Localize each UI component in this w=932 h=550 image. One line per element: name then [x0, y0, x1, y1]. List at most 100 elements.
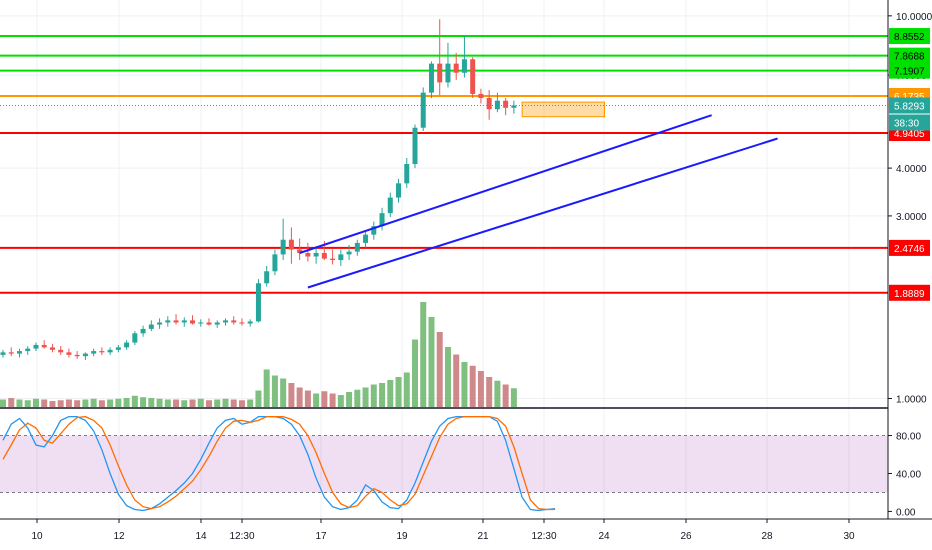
- trend-line[interactable]: [299, 114, 712, 254]
- time-tick-label: 17: [315, 531, 327, 542]
- candle-body: [49, 347, 55, 350]
- support-zone-box[interactable]: [521, 101, 606, 118]
- candle-body: [486, 97, 492, 110]
- current-price-label-bg: [889, 97, 930, 114]
- candle-body: [412, 127, 418, 165]
- candle-body: [181, 320, 187, 323]
- volume-bar: [107, 399, 114, 407]
- volume-bar: [420, 302, 427, 407]
- level-price-label-bg: [889, 284, 930, 301]
- candle-body: [494, 100, 500, 110]
- candle-body: [16, 351, 22, 354]
- trend-line[interactable]: [307, 137, 778, 289]
- volume-bar: [156, 398, 163, 407]
- candle-body: [470, 59, 476, 94]
- candle-body: [461, 59, 467, 73]
- candle-body: [41, 344, 47, 348]
- price-axis-background: [888, 0, 932, 550]
- time-tick-label: 12:30: [229, 531, 254, 542]
- volume-bar: [131, 395, 138, 407]
- volume-bar: [164, 399, 171, 407]
- volume-bar: [24, 400, 31, 407]
- time-tick-label: 26: [680, 531, 692, 542]
- time-tick-label: 19: [396, 531, 408, 542]
- volume-bar: [387, 380, 394, 407]
- level-price-label-bg: [889, 47, 930, 64]
- candle-body: [165, 320, 171, 323]
- price-tick-label: 10.0000: [896, 12, 932, 23]
- candle-body: [396, 183, 402, 198]
- time-tick-label: 12: [113, 531, 125, 542]
- volume-bar: [329, 393, 336, 407]
- oscillator-tick-label: 40.00: [896, 469, 921, 480]
- candle-body: [25, 348, 31, 352]
- volume-bar: [403, 372, 410, 407]
- volume-bar: [288, 383, 295, 407]
- candle-body: [379, 213, 385, 227]
- level-price-label: 7.1907: [894, 67, 925, 78]
- volume-bar: [354, 389, 361, 407]
- price-tick-label: 4.0000: [896, 164, 927, 175]
- panel-borders: [0, 0, 932, 520]
- level-price-label-bg: [889, 239, 930, 256]
- volume-bar: [247, 399, 254, 407]
- candle-body: [206, 322, 212, 325]
- volume-bar: [395, 377, 402, 407]
- trend-lines[interactable]: [299, 114, 778, 289]
- horizontal-levels[interactable]: [0, 35, 888, 294]
- volume-bar: [90, 398, 97, 407]
- candle-body: [239, 322, 245, 324]
- volume-bar: [181, 400, 188, 407]
- volume-bar: [0, 399, 6, 407]
- volume-bar: [362, 387, 369, 407]
- candlesticks: [0, 19, 517, 361]
- candle-body: [255, 283, 261, 322]
- stochastic-band: [0, 435, 888, 493]
- candle-body: [82, 353, 88, 357]
- volume-bar: [436, 332, 443, 407]
- candle-body: [173, 320, 179, 323]
- candle-body: [264, 271, 270, 284]
- volume-bars: [0, 302, 517, 407]
- candle-body: [363, 234, 369, 243]
- candle-body: [58, 349, 64, 353]
- time-tick-label: 30: [843, 531, 855, 542]
- candle-body: [74, 354, 80, 357]
- time-axis[interactable]: 10 12 14 12:30 17 19 21 12:30 24 26 28 30: [31, 519, 855, 542]
- candle-body: [354, 242, 360, 252]
- time-tick-label: 21: [477, 531, 489, 542]
- candle-body: [66, 352, 72, 355]
- volume-bar: [49, 401, 56, 407]
- stochastic-panel: [0, 415, 888, 512]
- volume-bar: [140, 397, 147, 407]
- price-tick-label: 1.0000: [896, 394, 927, 405]
- price-axis[interactable]: 10.00007.00004.00003.00001.000080.0040.0…: [888, 0, 932, 550]
- candle-body: [33, 344, 39, 349]
- candle-body: [437, 63, 443, 83]
- level-price-label: 2.4746: [894, 244, 925, 255]
- volume-bar: [304, 390, 311, 407]
- candle-body: [445, 63, 451, 83]
- candle-body: [321, 252, 327, 259]
- level-price-label: 7.8688: [894, 52, 925, 63]
- candle-body: [297, 249, 303, 253]
- candle-body: [420, 92, 426, 128]
- volume-bar: [486, 377, 493, 407]
- volume-bar: [477, 371, 484, 407]
- support-zone[interactable]: [521, 101, 606, 118]
- level-price-label: 6.1735: [894, 92, 925, 103]
- volume-bar: [197, 398, 204, 407]
- candle-body: [132, 333, 138, 343]
- volume-bar: [469, 365, 476, 407]
- gridlines: [0, 0, 888, 519]
- candle-body: [99, 351, 105, 353]
- volume-bar: [115, 398, 122, 407]
- volume-bar: [32, 398, 39, 407]
- candle-body: [478, 93, 484, 98]
- volume-bar: [57, 400, 64, 407]
- time-tick-label: 24: [598, 531, 610, 542]
- oscillator-tick-label: 0.00: [896, 507, 916, 518]
- candle-body: [91, 351, 97, 354]
- time-tick-label: 12:30: [531, 531, 556, 542]
